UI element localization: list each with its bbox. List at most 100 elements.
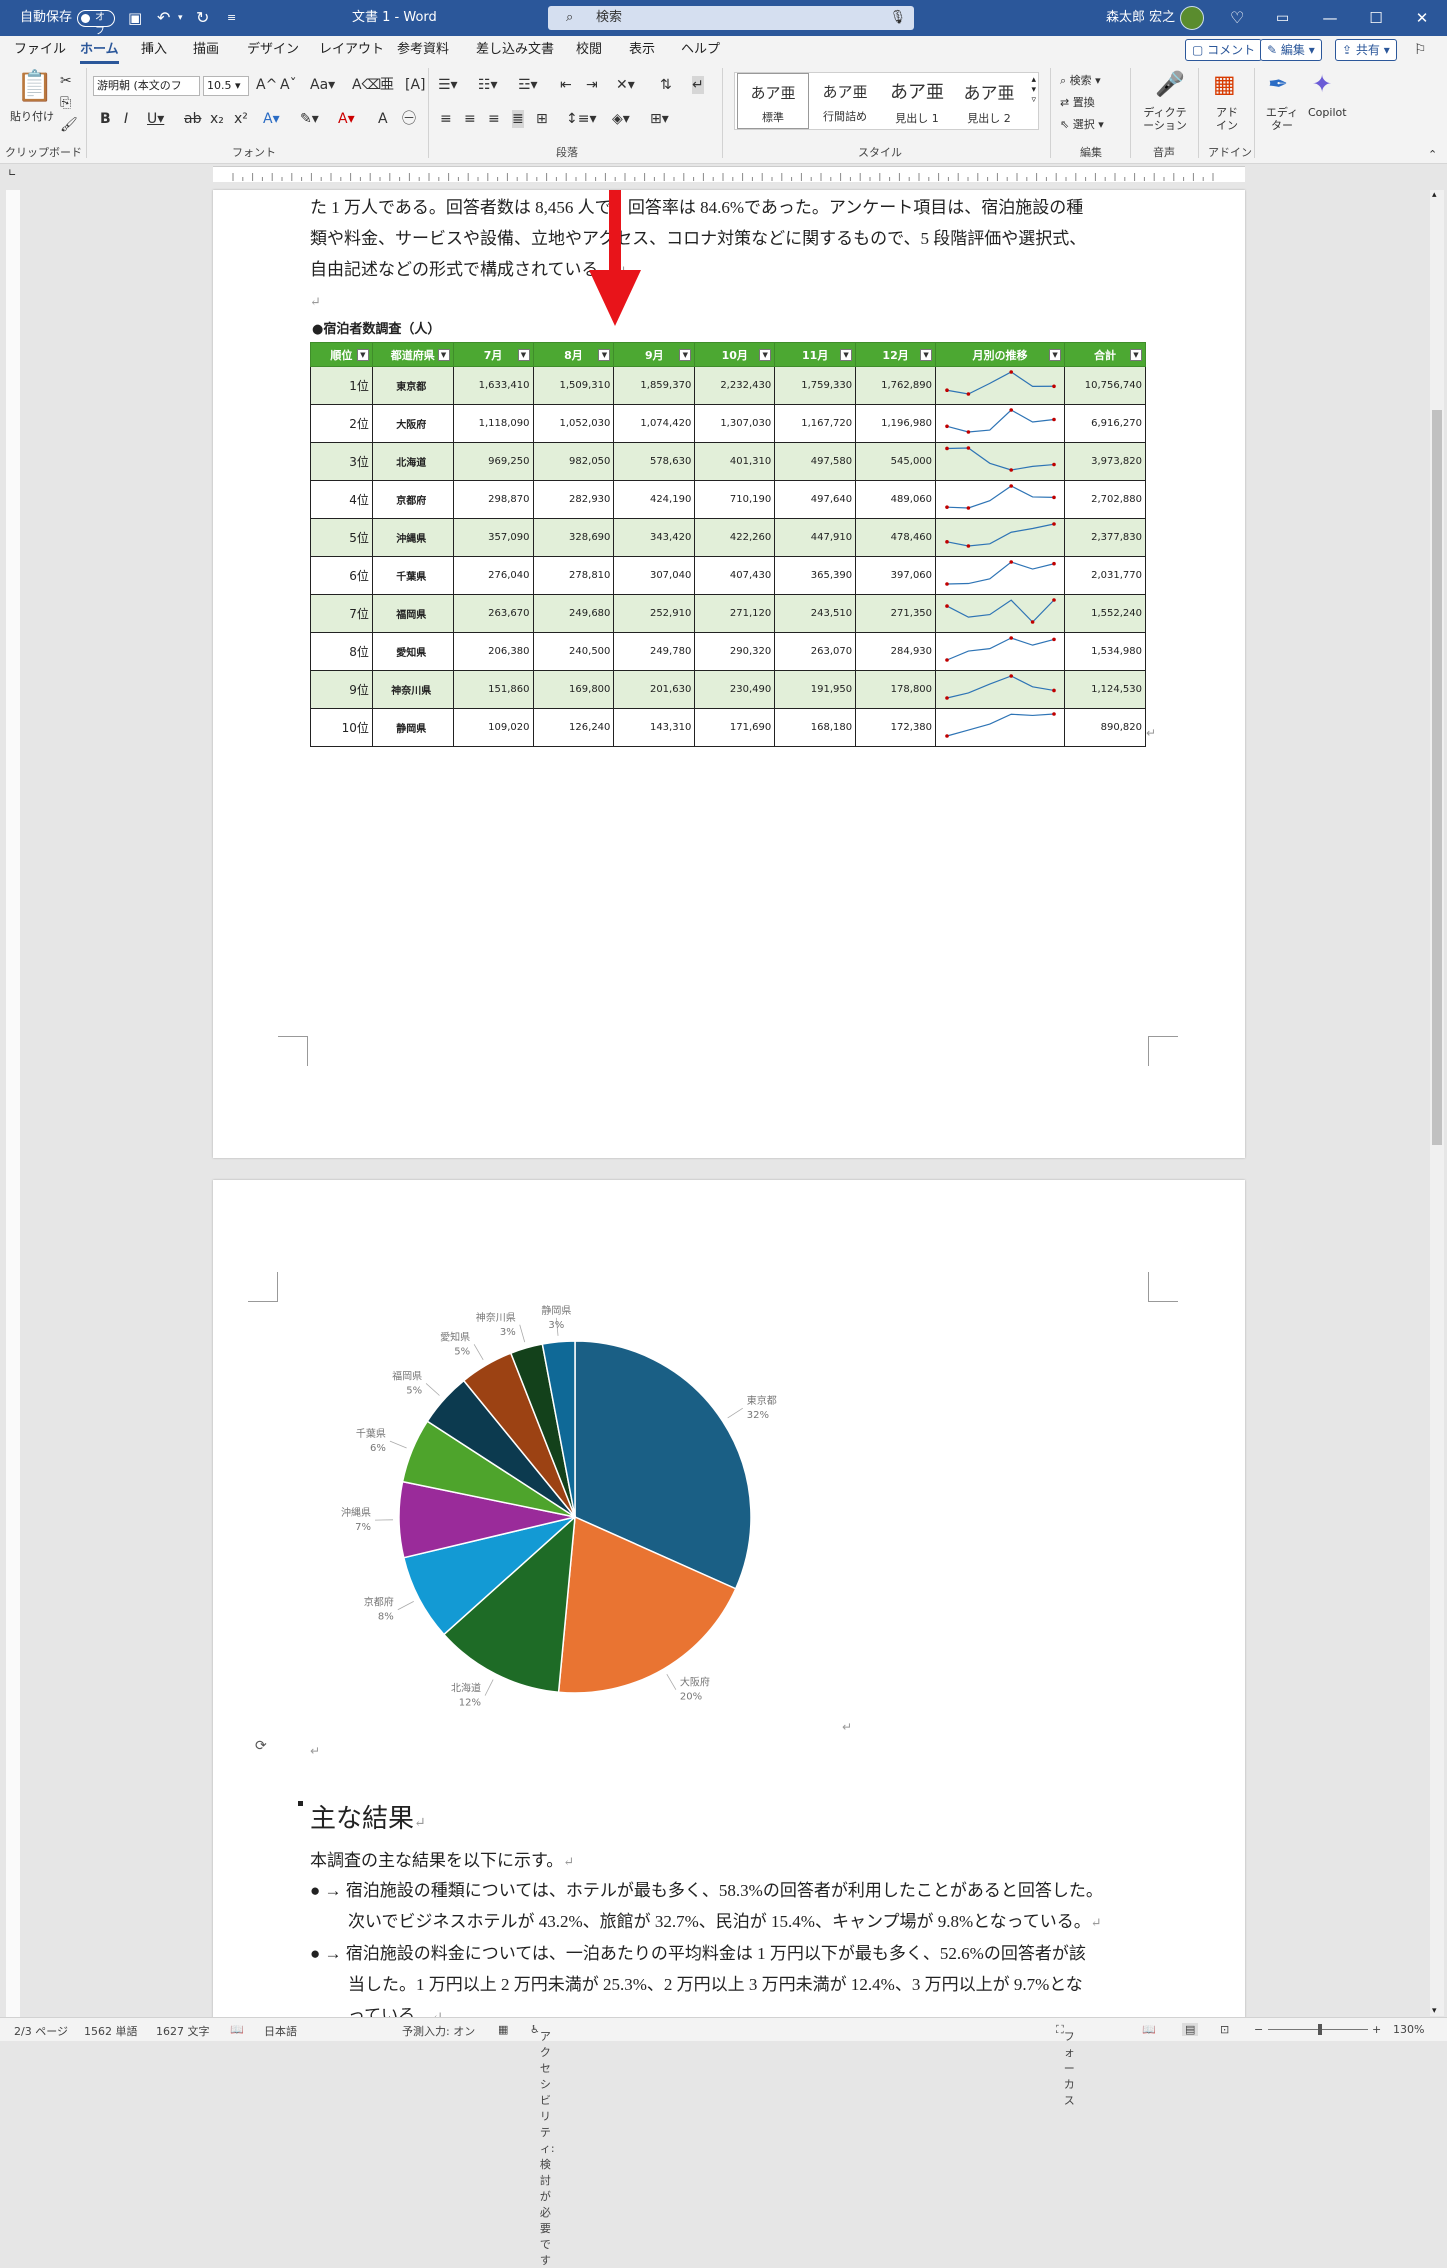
change-case-icon[interactable]: Aa▾ bbox=[310, 76, 335, 94]
month-value-cell[interactable]: 1,196,980 bbox=[856, 405, 936, 443]
column-header[interactable]: 月別の推移▼ bbox=[936, 343, 1065, 367]
sparkline-cell[interactable] bbox=[936, 709, 1065, 747]
rank-cell[interactable]: 5位 bbox=[311, 519, 373, 557]
tab-references[interactable]: 参考資料 bbox=[397, 36, 449, 64]
month-value-cell[interactable]: 343,420 bbox=[614, 519, 695, 557]
month-value-cell[interactable]: 172,380 bbox=[856, 709, 936, 747]
vertical-ruler[interactable] bbox=[6, 190, 20, 2020]
month-value-cell[interactable]: 240,500 bbox=[533, 633, 614, 671]
sparkline-cell[interactable] bbox=[936, 367, 1065, 405]
strikethrough-icon[interactable]: ab bbox=[184, 110, 201, 128]
section-heading[interactable]: 主な結果↵ bbox=[310, 1798, 426, 1835]
decrease-indent-icon[interactable]: ⇤ bbox=[560, 76, 572, 94]
font-color-icon[interactable]: A▾ bbox=[338, 110, 355, 128]
tab-layout[interactable]: レイアウト bbox=[319, 36, 384, 64]
justify-icon[interactable]: ≣ bbox=[512, 110, 524, 128]
rank-cell[interactable]: 7位 bbox=[311, 595, 373, 633]
month-value-cell[interactable]: 407,430 bbox=[695, 557, 775, 595]
month-value-cell[interactable]: 982,050 bbox=[533, 443, 614, 481]
borders-icon[interactable]: ⊞▾ bbox=[650, 110, 669, 128]
font-size-select[interactable]: 10.5 ▾ bbox=[203, 76, 249, 96]
column-header[interactable]: 都道府県▼ bbox=[372, 343, 453, 367]
style-heading-1[interactable]: あア亜見出し 1 bbox=[881, 73, 953, 129]
sort-icon[interactable]: ⇅ bbox=[660, 76, 672, 94]
lightbulb-icon[interactable]: ♡ bbox=[1230, 0, 1244, 36]
comment-button[interactable]: ▢ コメント bbox=[1185, 39, 1262, 61]
month-value-cell[interactable]: 168,180 bbox=[775, 709, 856, 747]
horizontal-ruler[interactable] bbox=[213, 166, 1245, 182]
clipboard-icon[interactable]: 📋 bbox=[16, 70, 53, 104]
filter-dropdown-icon[interactable]: ▼ bbox=[679, 349, 691, 361]
align-center-icon[interactable]: ≡ bbox=[464, 110, 476, 128]
tab-selector-icon[interactable]: ∟ bbox=[8, 168, 16, 179]
italic-icon[interactable]: I bbox=[124, 110, 128, 128]
copy-icon[interactable]: ⎘ bbox=[60, 94, 71, 112]
month-value-cell[interactable]: 328,690 bbox=[533, 519, 614, 557]
increase-indent-icon[interactable]: ⇥ bbox=[586, 76, 598, 94]
macro-icon[interactable]: ▦ bbox=[498, 2023, 508, 2036]
sparkline-cell[interactable] bbox=[936, 557, 1065, 595]
total-cell[interactable]: 3,973,820 bbox=[1065, 443, 1146, 481]
filter-dropdown-icon[interactable]: ▼ bbox=[1049, 349, 1061, 361]
zoom-in-icon[interactable]: + bbox=[1372, 2023, 1381, 2036]
char-shading-icon[interactable]: A bbox=[378, 110, 388, 128]
proofing-icon[interactable]: 📖 bbox=[230, 2023, 244, 2036]
month-value-cell[interactable]: 422,260 bbox=[695, 519, 775, 557]
avatar[interactable] bbox=[1180, 6, 1204, 30]
month-value-cell[interactable]: 252,910 bbox=[614, 595, 695, 633]
prefecture-cell[interactable]: 静岡県 bbox=[372, 709, 453, 747]
zoom-slider-thumb[interactable] bbox=[1318, 2024, 1322, 2035]
print-layout-icon[interactable]: ▤ bbox=[1182, 2023, 1198, 2036]
column-header[interactable]: 合計▼ bbox=[1065, 343, 1146, 367]
month-value-cell[interactable]: 249,780 bbox=[614, 633, 695, 671]
total-cell[interactable]: 1,552,240 bbox=[1065, 595, 1146, 633]
month-value-cell[interactable]: 201,630 bbox=[614, 671, 695, 709]
month-value-cell[interactable]: 710,190 bbox=[695, 481, 775, 519]
intro-paragraph[interactable]: 本調査の主な結果を以下に示す。↵ bbox=[310, 1845, 574, 1877]
paste-button[interactable]: 貼り付け bbox=[10, 108, 54, 124]
enclose-char-icon[interactable]: ㊀ bbox=[402, 110, 416, 128]
total-cell[interactable]: 2,031,770 bbox=[1065, 557, 1146, 595]
total-cell[interactable]: 2,702,880 bbox=[1065, 481, 1146, 519]
rank-cell[interactable]: 4位 bbox=[311, 481, 373, 519]
redo-icon[interactable]: ↻ bbox=[196, 0, 209, 36]
tab-insert[interactable]: 挿入 bbox=[141, 36, 167, 64]
sparkline-cell[interactable] bbox=[936, 443, 1065, 481]
month-value-cell[interactable]: 497,640 bbox=[775, 481, 856, 519]
column-header[interactable]: 順位▼ bbox=[311, 343, 373, 367]
month-value-cell[interactable]: 263,070 bbox=[775, 633, 856, 671]
month-value-cell[interactable]: 263,670 bbox=[453, 595, 533, 633]
bold-icon[interactable]: B bbox=[100, 110, 111, 128]
microphone-icon[interactable]: 🎤 bbox=[1155, 70, 1185, 98]
column-header[interactable]: 9月▼ bbox=[614, 343, 695, 367]
month-value-cell[interactable]: 230,490 bbox=[695, 671, 775, 709]
month-value-cell[interactable]: 1,074,420 bbox=[614, 405, 695, 443]
month-value-cell[interactable]: 1,759,330 bbox=[775, 367, 856, 405]
zoom-out-icon[interactable]: − bbox=[1254, 2023, 1263, 2036]
prefecture-cell[interactable]: 京都府 bbox=[372, 481, 453, 519]
editor-icon[interactable]: ✒ bbox=[1268, 70, 1288, 98]
tab-mailings[interactable]: 差し込み文書 bbox=[476, 36, 554, 64]
align-right-icon[interactable]: ≡ bbox=[488, 110, 500, 128]
rank-cell[interactable]: 2位 bbox=[311, 405, 373, 443]
month-value-cell[interactable]: 249,680 bbox=[533, 595, 614, 633]
rank-cell[interactable]: 9位 bbox=[311, 671, 373, 709]
language[interactable]: 日本語 bbox=[264, 2023, 297, 2039]
month-value-cell[interactable]: 178,800 bbox=[856, 671, 936, 709]
collapse-ribbon-icon[interactable]: ⌃ bbox=[1428, 148, 1437, 161]
total-cell[interactable]: 890,820 bbox=[1065, 709, 1146, 747]
search-box[interactable]: ⌕検索🎙 bbox=[548, 6, 914, 30]
month-value-cell[interactable]: 143,310 bbox=[614, 709, 695, 747]
replace-button[interactable]: ⇄ 置換 bbox=[1060, 94, 1095, 110]
cut-icon[interactable]: ✂ bbox=[60, 72, 72, 90]
show-marks-icon[interactable]: ↵ bbox=[692, 76, 704, 94]
month-value-cell[interactable]: 1,118,090 bbox=[453, 405, 533, 443]
month-value-cell[interactable]: 497,580 bbox=[775, 443, 856, 481]
prefecture-cell[interactable]: 福岡県 bbox=[372, 595, 453, 633]
bullets-icon[interactable]: ☰▾ bbox=[438, 76, 458, 94]
month-value-cell[interactable]: 2,232,430 bbox=[695, 367, 775, 405]
align-left-icon[interactable]: ≡ bbox=[440, 110, 452, 128]
tab-design[interactable]: デザイン bbox=[247, 36, 299, 64]
prefecture-cell[interactable]: 神奈川県 bbox=[372, 671, 453, 709]
format-painter-icon[interactable]: 🖌 bbox=[60, 116, 78, 134]
